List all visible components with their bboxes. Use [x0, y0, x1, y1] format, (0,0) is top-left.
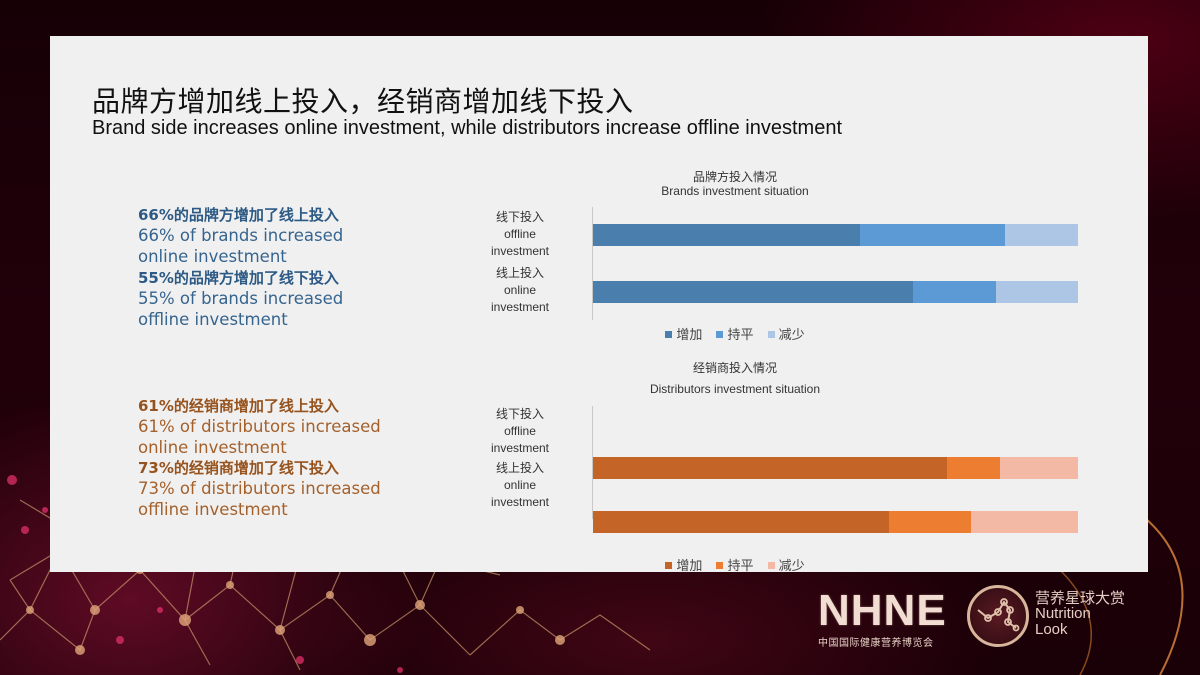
bar-segment-decrease [1000, 457, 1078, 479]
legend-item-decrease: 减少 [767, 555, 805, 574]
y-tick-label-online: 线上投入 online investment [490, 461, 550, 509]
stat-en-line2: online investment [138, 438, 287, 457]
bar-segment-flat [913, 281, 996, 303]
stat-en-line1: 66% of brands increased [138, 226, 344, 245]
bar-brand-online [593, 281, 1078, 303]
y-tick-label-offline: 线下投入 offline investment [490, 210, 550, 258]
stat-cn: 66%的品牌方增加了线上投入 [138, 206, 339, 224]
legend-swatch-icon [767, 331, 775, 338]
bar-segment-increase [593, 457, 948, 479]
y-axis-line [592, 406, 593, 519]
distributor-stat-offline: 73%的经销商增加了线下投入 73% of distributors incre… [138, 458, 438, 520]
distributors-investment-chart: 经销商投入情况 Distributors investment situatio… [450, 356, 1078, 574]
stat-cn: 73%的经销商增加了线下投入 [138, 459, 339, 477]
legend-swatch-icon [665, 331, 673, 338]
bar-segment-increase [593, 511, 889, 533]
legend-item-flat: 持平 [716, 555, 754, 574]
bar-distributor-offline [593, 457, 1078, 479]
y-axis-line [592, 207, 593, 320]
bar-segment-flat [947, 457, 1001, 479]
page-title-en: Brand side increases online investment, … [92, 117, 843, 139]
legend-item-flat: 持平 [716, 324, 754, 343]
legend-swatch-icon [665, 562, 673, 569]
distributor-stat-online: 61%的经销商增加了线上投入 61% of distributors incre… [138, 396, 438, 458]
content-panel: 品牌方增加线上投入，经销商增加线下投入 Brand side increases… [50, 36, 1148, 574]
bar-segment-decrease [971, 511, 1078, 533]
y-tick-label-online: 线上投入 online investment [490, 266, 550, 314]
bar-segment-flat [888, 511, 972, 533]
bar-segment-increase [593, 281, 914, 303]
legend-swatch-icon [716, 562, 724, 569]
legend-item-increase: 增加 [665, 324, 702, 343]
bar-segment-increase [593, 224, 860, 246]
legend-item-increase: 增加 [665, 555, 702, 574]
chart-title: 品牌方投入情况 [692, 170, 777, 184]
bar-segment-decrease [995, 281, 1078, 303]
stat-en-line1: 61% of distributors increased [138, 417, 381, 436]
nutrition-look-logo-icon [967, 585, 1029, 647]
stat-en-line1: 73% of distributors increased [138, 479, 381, 498]
stat-en-line1: 55% of brands increased [138, 289, 344, 308]
legend-swatch-icon [716, 331, 724, 338]
brands-investment-chart: 品牌方投入情况 Brands investment situation 线下投入… [450, 166, 1078, 346]
stat-en-line2: offline investment [138, 500, 288, 519]
nhne-logo-subtitle: 中国国际健康营养博览会 [818, 638, 934, 649]
bar-distributor-online [593, 511, 1078, 533]
chart-subtitle: Brands investment situation [661, 184, 809, 198]
nhne-logo: NHNE [818, 586, 947, 635]
nutrition-look-logo-text: 营养星球大赏 Nutrition Look [1035, 589, 1126, 638]
bar-segment-flat [859, 224, 1006, 246]
stat-en-line2: online investment [138, 247, 287, 266]
legend-item-decrease: 减少 [767, 324, 805, 343]
page-title-cn: 品牌方增加线上投入，经销商增加线下投入 [92, 85, 634, 118]
y-tick-label-offline: 线下投入 offline investment [490, 407, 550, 455]
chart-subtitle: Distributors investment situation [649, 382, 821, 396]
stat-en-line2: offline investment [138, 310, 288, 329]
brand-stat-online: 66%的品牌方增加了线上投入 66% of brands increased o… [138, 205, 438, 267]
stat-cn: 55%的品牌方增加了线下投入 [138, 269, 339, 287]
molecule-icon [977, 598, 1020, 632]
bar-brand-offline [593, 224, 1078, 246]
chart-legend: 增加 持平 减少 [450, 324, 1020, 343]
bar-segment-decrease [1005, 224, 1078, 246]
stat-cn: 61%的经销商增加了线上投入 [138, 397, 339, 415]
legend-swatch-icon [767, 562, 775, 569]
brand-stat-offline: 55%的品牌方增加了线下投入 55% of brands increased o… [138, 268, 438, 330]
chart-legend: 增加 持平 减少 [450, 555, 1020, 574]
chart-title: 经销商投入情况 [692, 361, 777, 375]
